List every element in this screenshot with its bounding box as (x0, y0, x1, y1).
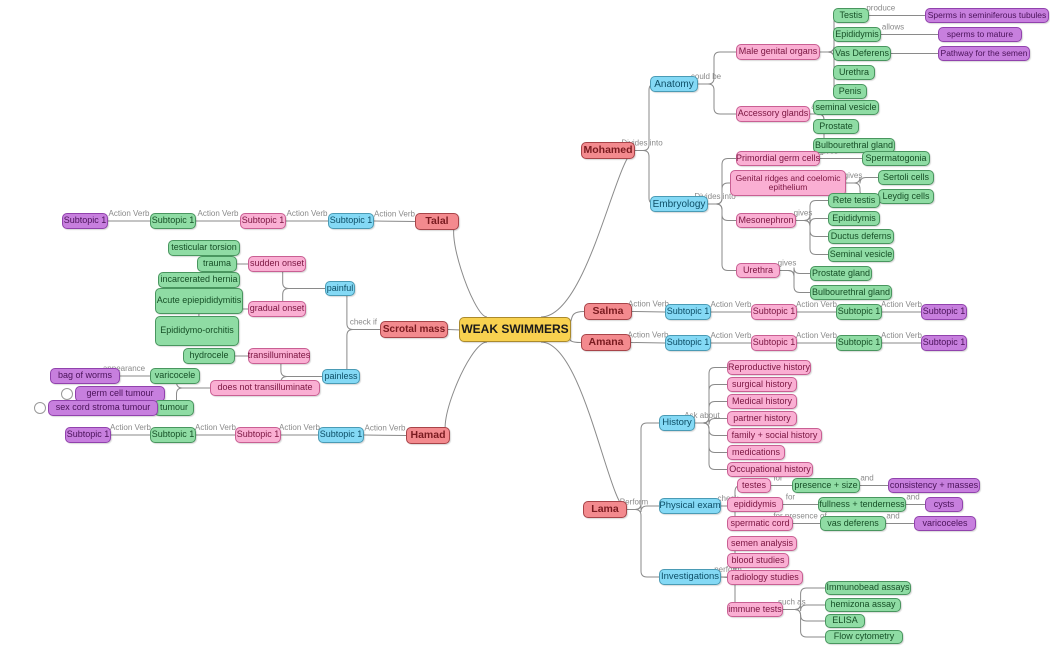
svg-text:for: for (786, 493, 796, 502)
svg-text:allows: allows (882, 23, 904, 32)
svg-text:produce: produce (866, 4, 895, 13)
svg-text:Action Verb: Action Verb (109, 209, 150, 218)
svg-text:Action Verb: Action Verb (628, 300, 669, 309)
svg-text:Action Verb: Action Verb (711, 300, 752, 309)
svg-text:Action Verb: Action Verb (711, 331, 752, 340)
svg-text:Action Verb: Action Verb (365, 424, 406, 433)
svg-text:and: and (886, 512, 899, 521)
svg-text:Action Verb: Action Verb (198, 209, 239, 218)
svg-text:Action Verb: Action Verb (287, 209, 328, 218)
svg-text:gives: gives (844, 171, 863, 180)
svg-text:gives: gives (794, 209, 813, 218)
svg-text:Action Verb: Action Verb (110, 423, 151, 432)
svg-text:and: and (906, 493, 919, 502)
svg-text:check if: check if (350, 318, 378, 327)
svg-text:Action Verb: Action Verb (881, 331, 922, 340)
svg-text:Action Verb: Action Verb (628, 331, 669, 340)
svg-text:Action Verb: Action Verb (881, 300, 922, 309)
svg-text:Action Verb: Action Verb (796, 331, 837, 340)
svg-text:Action Verb: Action Verb (796, 300, 837, 309)
svg-text:gives: gives (778, 259, 797, 268)
svg-text:and: and (860, 474, 873, 483)
svg-text:Action Verb: Action Verb (279, 423, 320, 432)
svg-text:Action Verb: Action Verb (374, 210, 415, 219)
svg-text:Action Verb: Action Verb (195, 423, 236, 432)
